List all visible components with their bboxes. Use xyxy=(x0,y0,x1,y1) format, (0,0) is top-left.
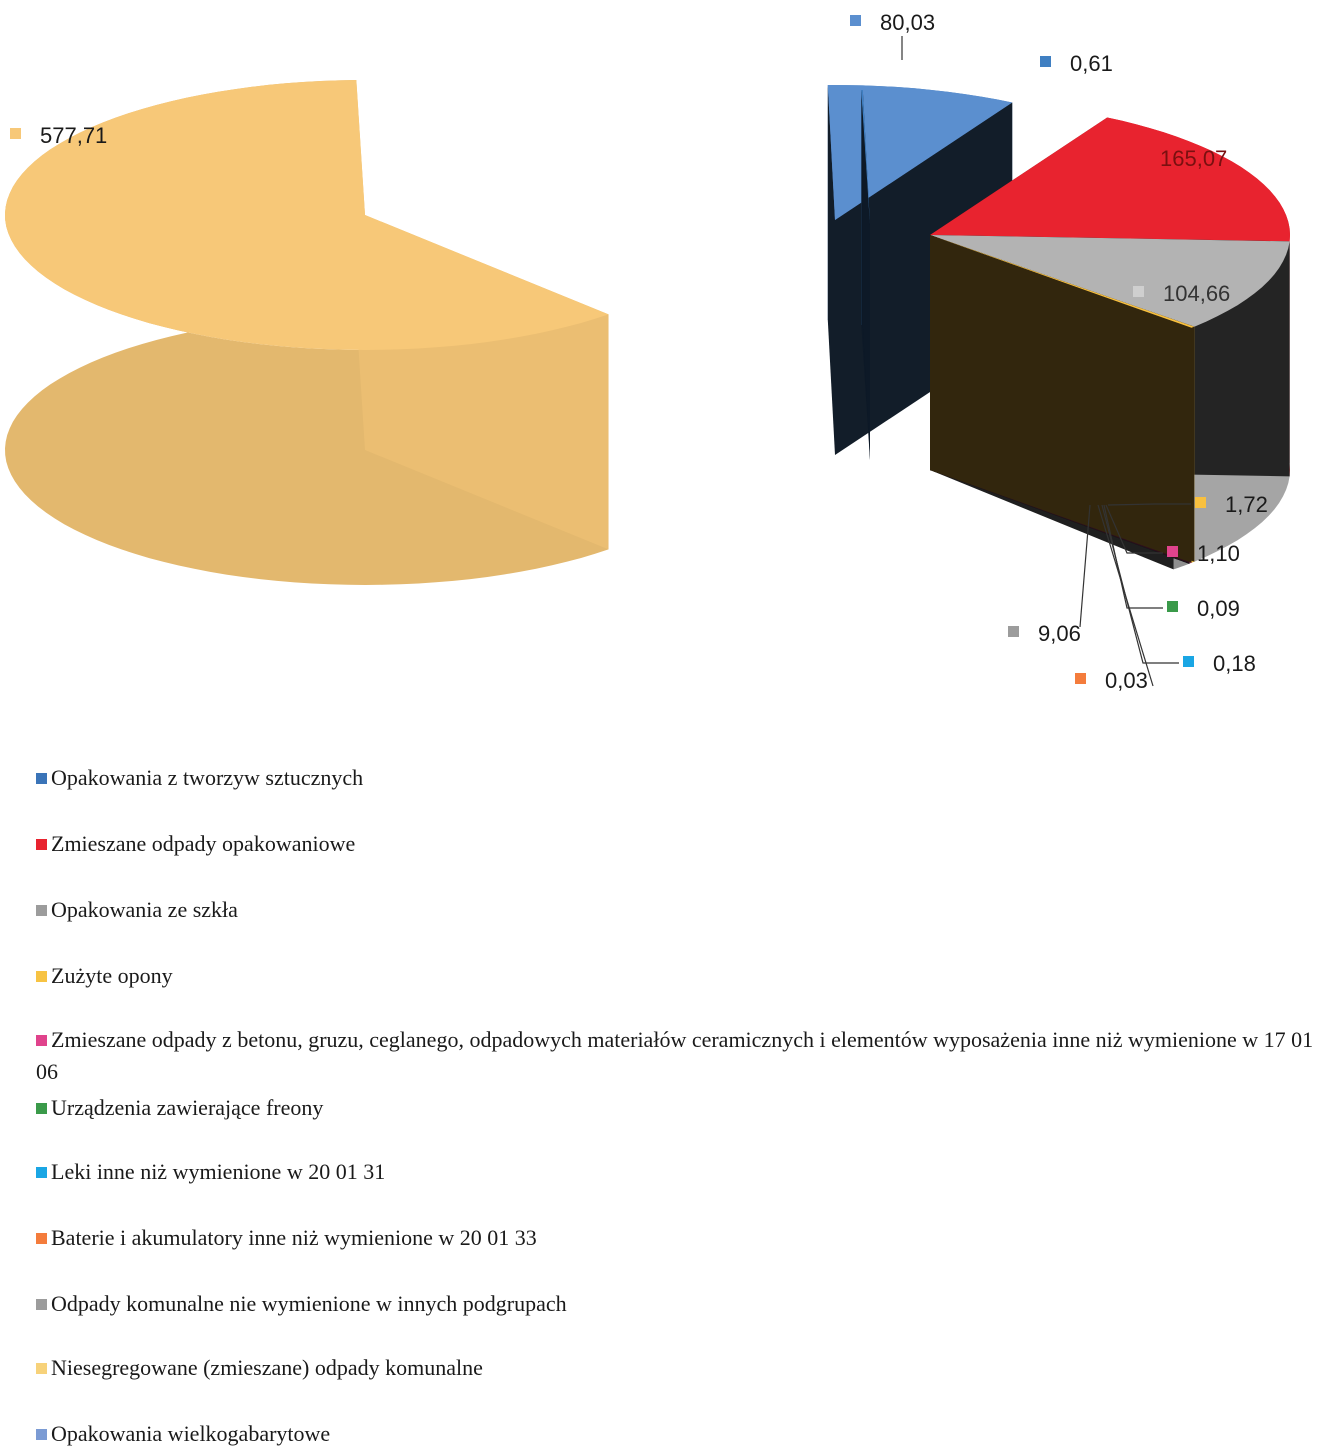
data-label-niesegregowane-zmieszane-odpady-komunaln: 577,71 xyxy=(10,123,107,148)
legend-swatch xyxy=(36,1233,47,1244)
legend-item-opakowania-ze-szkla: Opakowania ze szkła xyxy=(36,894,1326,926)
data-label-baterie-i-akumulatory-inne-niz-wymienion: 0,03 xyxy=(1075,668,1148,693)
label-marker xyxy=(1195,497,1206,508)
label-marker xyxy=(1167,601,1178,612)
legend-swatch xyxy=(36,1363,47,1374)
legend-item-zmieszane-odpady-opakowaniowe: Zmieszane odpady opakowaniowe xyxy=(36,828,1326,860)
legend-swatch xyxy=(36,1429,47,1440)
data-label-opakowania-wielkogabarytowe: 0,61 xyxy=(1040,51,1113,76)
label-marker xyxy=(850,15,861,26)
data-label-leki-inne-niz-wymienione-w-20-01-31: 0,18 xyxy=(1183,651,1256,676)
data-label-text: 165,07 xyxy=(1160,146,1227,171)
legend-label: Opakowania ze szkła xyxy=(51,897,238,922)
label-marker xyxy=(1075,673,1086,684)
legend-item-opakowania-wielkogabarytowe: Opakowania wielkogabarytowe xyxy=(36,1418,1326,1450)
data-label-text: 577,71 xyxy=(40,123,107,148)
pie-chart: 80,03 165,07 104,66 1,72 1,10 0,09 0,18 0,03 9,0… xyxy=(0,0,1337,740)
legend-label: Opakowania wielkogabarytowe xyxy=(51,1421,330,1446)
legend-item-niesegregowane-zmieszane-odpady-komunaln: Niesegregowane (zmieszane) odpady komuna… xyxy=(36,1352,1326,1384)
label-marker xyxy=(1130,151,1141,162)
legend-label: Zmieszane odpady z betonu, gruzu, ceglan… xyxy=(36,1027,1313,1084)
legend-swatch xyxy=(36,971,47,982)
legend-label: Zmieszane odpady opakowaniowe xyxy=(51,831,355,856)
legend-item-odpady-komunalne-nie-wymienione-w-innych: Odpady komunalne nie wymienione w innych… xyxy=(36,1288,1326,1320)
legend-label: Urządzenia zawierające freony xyxy=(51,1095,323,1120)
legend-label: Baterie i akumulatory inne niż wymienion… xyxy=(51,1225,537,1250)
slice-top xyxy=(5,80,609,350)
data-label-text: 9,06 xyxy=(1038,621,1081,646)
data-label-text: 1,72 xyxy=(1225,492,1268,517)
legend-swatch xyxy=(36,1035,47,1046)
legend-item-leki-inne-niz-wymienione-w-20-01-31: Leki inne niż wymienione w 20 01 31 xyxy=(36,1156,1326,1188)
data-label-urzadzenia-zawierajace-freony: 0,09 xyxy=(1167,596,1240,621)
label-marker xyxy=(1133,286,1144,297)
data-label-text: 1,10 xyxy=(1197,541,1240,566)
legend-label: Leki inne niż wymienione w 20 01 31 xyxy=(51,1159,385,1184)
legend-label: Niesegregowane (zmieszane) odpady komuna… xyxy=(51,1355,483,1380)
legend-item-urzadzenia-zawierajace-freony: Urządzenia zawierające freony xyxy=(36,1092,1326,1124)
data-label-text: 0,61 xyxy=(1070,51,1113,76)
legend-item-baterie-i-akumulatory-inne-niz-wymienion: Baterie i akumulatory inne niż wymienion… xyxy=(36,1222,1326,1254)
data-label-text: 0,03 xyxy=(1105,668,1148,693)
label-marker xyxy=(1183,656,1194,667)
legend-item-zmieszane-odpady-z-betonu-gruzu-ceglaneg: Zmieszane odpady z betonu, gruzu, ceglan… xyxy=(36,1024,1326,1088)
data-label-odpady-komunalne-nie-wymienione-w-innych: 9,06 xyxy=(1008,621,1081,646)
legend-swatch xyxy=(36,1103,47,1114)
legend-label: Opakowania z tworzyw sztucznych xyxy=(51,765,363,790)
legend-swatch xyxy=(36,905,47,916)
legend-swatch xyxy=(36,773,47,784)
legend-label: Odpady komunalne nie wymienione w innych… xyxy=(51,1291,567,1316)
data-label-text: 104,66 xyxy=(1163,281,1230,306)
data-label-text: 80,03 xyxy=(880,10,935,35)
legend-swatch xyxy=(36,839,47,850)
slice-niesegregowane-zmieszane-odpady-komunaln xyxy=(5,80,609,585)
label-marker xyxy=(10,128,21,139)
label-marker xyxy=(1008,626,1019,637)
legend-swatch xyxy=(36,1167,47,1178)
legend-label: Zużyte opony xyxy=(51,963,173,988)
data-label-opakowania-z-tworzyw-sztucznych: 80,03 xyxy=(850,10,935,35)
data-label-text: 0,09 xyxy=(1197,596,1240,621)
data-label-text: 0,18 xyxy=(1213,651,1256,676)
legend-item-opakowania-z-tworzyw-sztucznych: Opakowania z tworzyw sztucznych xyxy=(36,762,1326,794)
legend-swatch xyxy=(36,1299,47,1310)
label-marker xyxy=(1040,56,1051,67)
legend-item-zuzyte-opony: Zużyte opony xyxy=(36,960,1326,992)
label-marker xyxy=(1167,546,1178,557)
